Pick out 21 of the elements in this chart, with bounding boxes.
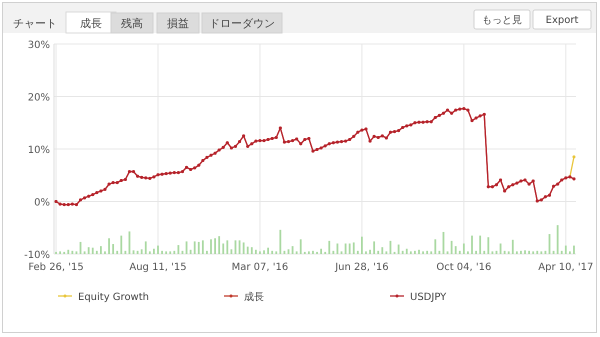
x-tick-label: Feb 26, '15: [28, 262, 84, 273]
x-tick-label: Mar 07, '16: [232, 262, 288, 273]
text: 残高: [121, 17, 143, 30]
legend-label: USDJPY: [410, 292, 448, 303]
text: ドローダウン: [209, 17, 275, 30]
x-tick-label: Aug 11, '15: [129, 262, 187, 273]
y-tick-label: 10%: [28, 145, 50, 156]
x-tick-label: Oct 04, '16: [436, 262, 492, 273]
text: 成長: [80, 17, 102, 30]
x-tick-label: Apr 10, '17: [538, 262, 594, 273]
y-tick-label: -10%: [24, 250, 50, 261]
y-tick-label: 30%: [28, 40, 50, 51]
x-tick-label: Jun 28, '16: [334, 262, 389, 273]
y-tick-label: 0%: [34, 198, 50, 208]
text: もっと見: [482, 15, 522, 26]
legend-label: Equity Growth: [78, 292, 149, 303]
text: Export: [546, 15, 578, 26]
text: チャート: [13, 17, 57, 30]
text: 損益: [167, 17, 189, 30]
y-tick-label: 20%: [28, 92, 50, 104]
legend-label: 成長: [244, 291, 264, 303]
